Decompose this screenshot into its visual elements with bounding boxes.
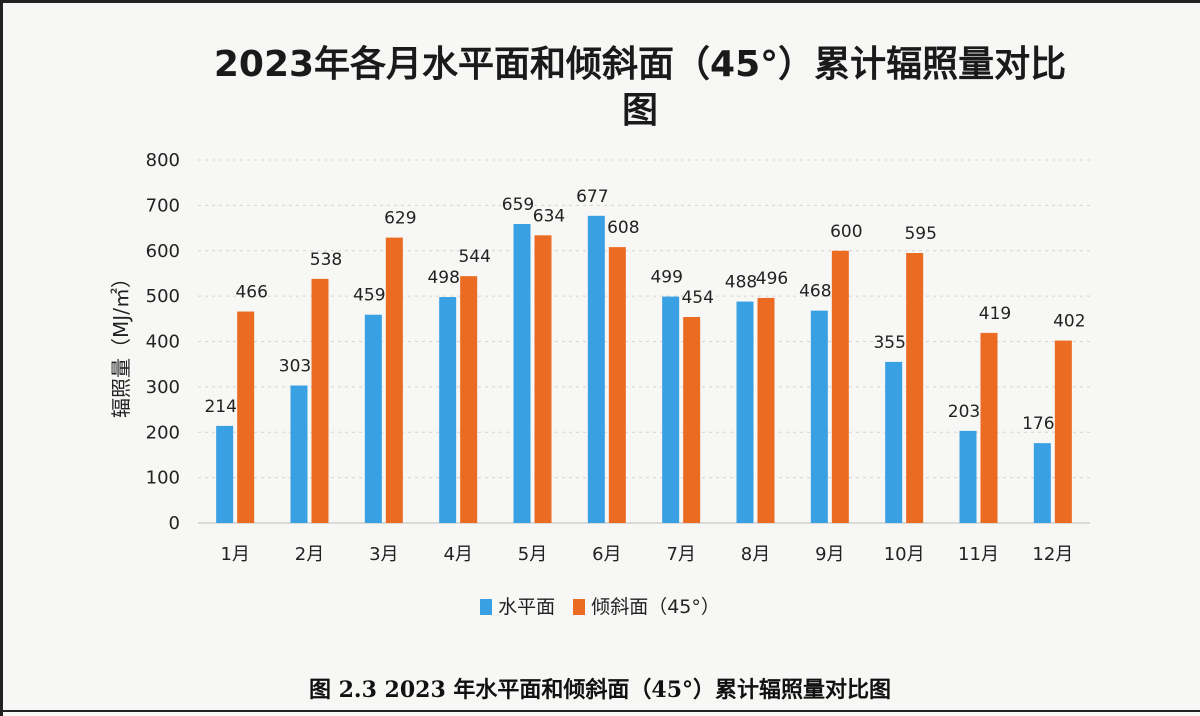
data-label-horizontal: 459: [353, 286, 385, 306]
x-tick-label: 1月: [220, 544, 249, 565]
x-tick-label: 3月: [369, 544, 398, 565]
data-label-tilted: 629: [384, 209, 416, 229]
data-label-horizontal: 498: [427, 268, 459, 288]
bar-horizontal: [513, 223, 531, 523]
data-label-tilted: 454: [681, 288, 713, 308]
x-tick-label: 9月: [815, 544, 844, 565]
x-tick-label: 2月: [295, 544, 324, 565]
bar-horizontal: [662, 296, 680, 523]
bar-tilted: [311, 278, 329, 523]
bar-horizontal: [216, 425, 234, 523]
bar-horizontal: [290, 385, 308, 523]
y-tick-label: 700: [146, 195, 180, 216]
x-tick-label: 10月: [884, 544, 925, 565]
y-tick-label: 200: [146, 422, 180, 443]
x-tick-label: 6月: [592, 544, 621, 565]
data-label-horizontal: 677: [576, 187, 608, 207]
x-axis-ticks: 1月 2月 3月 4月 5月 6月 7月 8月 9月 10月 11月 12月: [220, 544, 1073, 565]
y-tick-label: 400: [146, 332, 180, 353]
y-tick-label: 100: [146, 468, 180, 489]
data-label-horizontal: 355: [873, 333, 905, 353]
bar-horizontal: [736, 301, 754, 523]
bar-tilted: [385, 237, 403, 523]
bar-horizontal: [1033, 443, 1051, 523]
x-tick-label: 12月: [1032, 544, 1073, 565]
y-tick-label: 500: [146, 286, 180, 307]
legend-swatch-tilted: [573, 599, 586, 615]
bars: [216, 215, 1072, 524]
y-tick-label: 800: [146, 150, 180, 171]
x-tick-label: 11月: [958, 544, 999, 565]
data-label-horizontal: 214: [204, 397, 236, 417]
data-label-horizontal: 659: [502, 195, 534, 215]
data-label-horizontal: 176: [1022, 414, 1054, 434]
data-label-horizontal: 488: [725, 273, 757, 293]
legend-swatch-horizontal: [480, 599, 493, 615]
bar-tilted: [757, 297, 775, 523]
y-axis-label: 辐照量（MJ/㎡）: [109, 268, 133, 418]
bar-tilted: [1054, 340, 1072, 523]
bar-tilted: [237, 311, 255, 523]
data-label-tilted: 544: [458, 247, 490, 267]
x-tick-label: 5月: [518, 544, 547, 565]
legend-item-horizontal: 水平面: [480, 596, 561, 618]
bar-tilted: [460, 276, 478, 523]
bar-tilted: [683, 316, 701, 523]
legend-item-tilted: 倾斜面（45°）: [573, 596, 720, 618]
x-tick-label: 7月: [666, 544, 695, 565]
data-label-horizontal: 303: [279, 357, 311, 377]
bar-tilted: [534, 235, 552, 523]
legend-label-tilted: 倾斜面（45°）: [591, 596, 720, 618]
bar-horizontal: [364, 314, 382, 523]
bar-horizontal: [885, 361, 903, 523]
data-label-horizontal: 468: [799, 282, 831, 302]
data-label-horizontal: 203: [948, 402, 980, 422]
bar-horizontal: [810, 310, 828, 523]
data-label-tilted: 496: [756, 269, 788, 289]
bar-tilted: [608, 247, 626, 523]
y-tick-label: 0: [169, 513, 180, 534]
legend-label-horizontal: 水平面: [498, 596, 556, 618]
y-axis-ticks: 0 100 200 300 400 500 600 700 800: [146, 150, 180, 534]
scan-edge-top: [0, 0, 1200, 3]
x-tick-label: 8月: [741, 544, 770, 565]
legend: 水平面 倾斜面（45°）: [0, 592, 1200, 619]
chart-title: 2023年各月水平面和倾斜面（45°）累计辐照量对比图: [213, 44, 1067, 131]
bar-horizontal: [587, 215, 605, 523]
y-tick-label: 300: [146, 377, 180, 398]
bar-tilted: [980, 332, 998, 523]
data-label-tilted: 538: [310, 250, 342, 270]
bar-tilted: [831, 250, 849, 523]
x-tick-label: 4月: [443, 544, 472, 565]
bar-tilted: [906, 253, 924, 524]
data-label-tilted: 634: [533, 206, 565, 226]
data-label-tilted: 608: [607, 218, 639, 238]
data-label-tilted: 600: [830, 222, 862, 242]
data-label-horizontal: 499: [650, 268, 682, 288]
figure-caption: 图 2.3 2023 年水平面和倾斜面（45°）累计辐照量对比图: [308, 677, 892, 703]
data-label-tilted: 595: [904, 224, 936, 244]
scan-edge-bottom: [0, 710, 1200, 712]
data-label-tilted: 466: [235, 283, 267, 303]
y-tick-label: 600: [146, 241, 180, 262]
scan-edge-left: [0, 0, 3, 716]
bar-horizontal: [959, 430, 977, 523]
data-label-tilted: 402: [1053, 312, 1085, 332]
data-labels: 2144663035384596294985446596346776084994…: [204, 187, 1085, 434]
bar-horizontal: [439, 297, 457, 523]
data-label-tilted: 419: [979, 304, 1011, 324]
gridlines: [198, 159, 1090, 524]
